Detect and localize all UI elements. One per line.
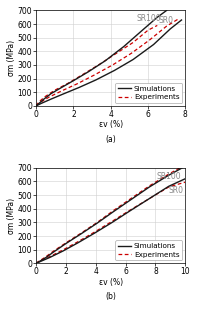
X-axis label: εv (%): εv (%) <box>99 120 123 129</box>
Experiments <box>147 28 149 32</box>
Line: Experiments: Experiments <box>36 167 182 263</box>
Simulations <box>165 8 168 12</box>
Experiments <box>35 104 37 108</box>
Experiments <box>38 259 40 263</box>
Experiments <box>53 249 55 253</box>
Simulations <box>148 185 151 189</box>
Experiments <box>130 196 133 200</box>
Line: Experiments: Experiments <box>36 26 157 106</box>
Experiments <box>65 241 67 245</box>
Simulations <box>80 232 82 236</box>
Simulations <box>166 174 168 178</box>
Experiments <box>96 221 98 224</box>
Simulations <box>59 86 61 90</box>
Experiments <box>80 232 82 235</box>
Simulations <box>50 92 52 95</box>
Simulations <box>87 70 89 74</box>
Simulations <box>104 59 106 63</box>
X-axis label: εv (%): εv (%) <box>99 278 123 287</box>
Simulations <box>96 221 98 225</box>
Experiments <box>67 81 69 85</box>
Experiments <box>35 261 37 265</box>
Text: (a): (a) <box>105 134 116 144</box>
Experiments <box>112 208 115 212</box>
Line: Simulations: Simulations <box>36 10 167 106</box>
Experiments <box>115 51 117 55</box>
Simulations <box>38 102 40 105</box>
Text: SR0: SR0 <box>158 17 173 26</box>
Legend: Simulations, Experiments: Simulations, Experiments <box>115 240 182 261</box>
Experiments <box>148 184 151 188</box>
Simulations <box>38 260 40 264</box>
Y-axis label: σm (MPa): σm (MPa) <box>7 40 16 76</box>
Experiments <box>38 100 40 104</box>
Simulations <box>141 28 144 32</box>
Experiments <box>82 73 84 76</box>
Legend: Simulations, Experiments: Simulations, Experiments <box>115 83 182 103</box>
Simulations <box>112 210 115 213</box>
Simulations <box>44 256 46 260</box>
Experiments <box>54 88 56 92</box>
Simulations <box>35 104 37 108</box>
Simulations <box>42 97 45 101</box>
Simulations <box>130 197 133 201</box>
Text: SR100: SR100 <box>157 172 182 181</box>
Simulations <box>181 166 183 170</box>
Line: Simulations: Simulations <box>36 167 185 263</box>
Simulations <box>65 242 67 246</box>
Experiments <box>98 62 101 66</box>
Simulations <box>123 45 125 48</box>
Y-axis label: σm (MPa): σm (MPa) <box>7 197 16 234</box>
Text: (b): (b) <box>105 292 116 301</box>
Text: SR0: SR0 <box>169 186 184 195</box>
Simulations <box>156 15 158 19</box>
Experiments <box>132 41 134 44</box>
Experiments <box>156 24 158 27</box>
Experiments <box>44 256 46 259</box>
Simulations <box>53 250 55 254</box>
Experiments <box>44 95 47 98</box>
Simulations <box>72 79 75 83</box>
Text: SR100: SR100 <box>137 14 161 23</box>
Experiments <box>181 165 183 168</box>
Experiments <box>166 173 168 177</box>
Simulations <box>35 261 37 265</box>
Simulations <box>184 165 186 168</box>
